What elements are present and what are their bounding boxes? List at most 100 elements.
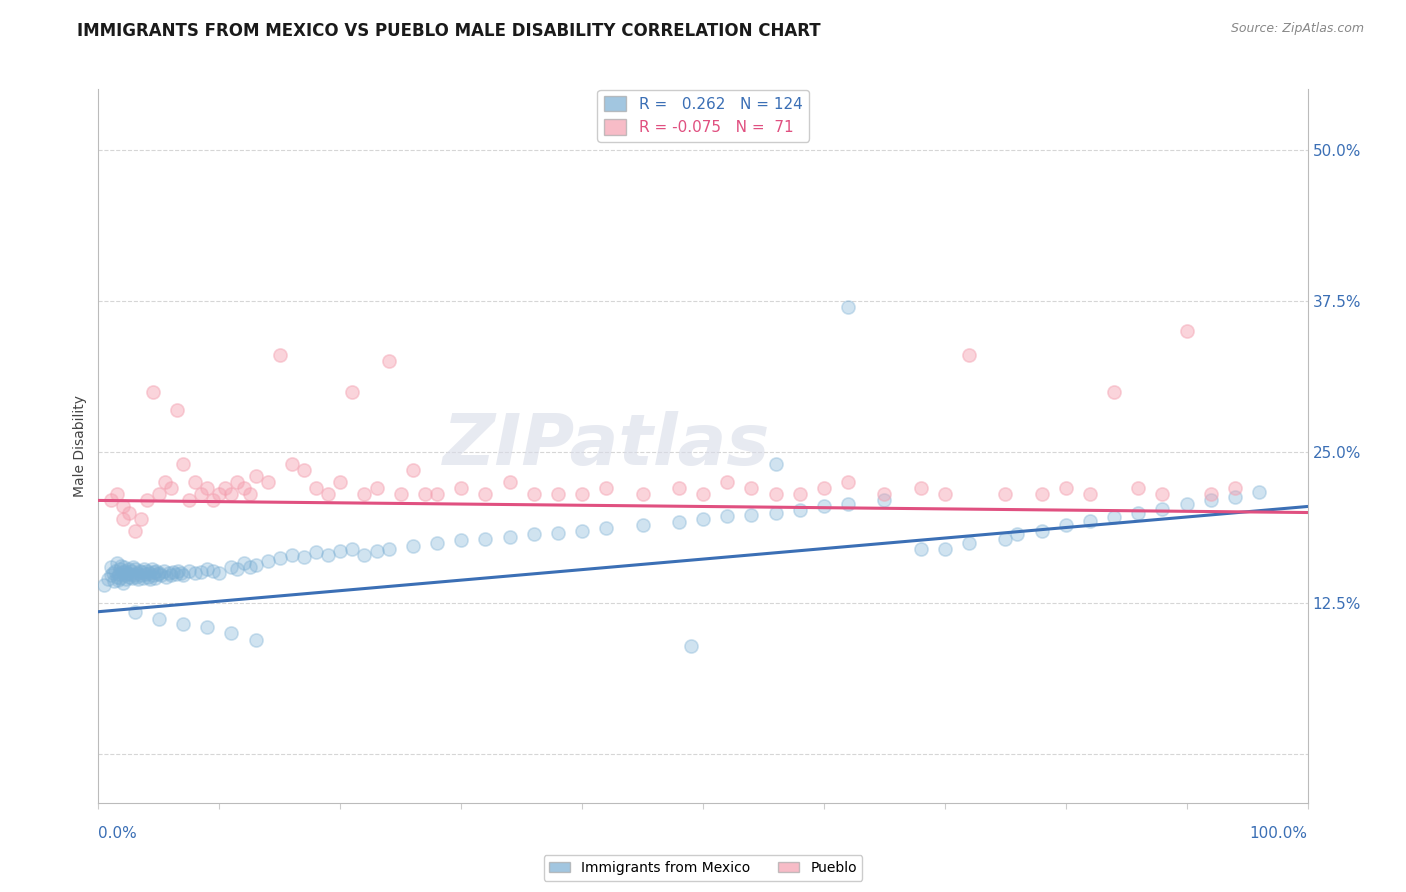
Point <box>221 487 243 501</box>
Text: 100.0%: 100.0% <box>1250 825 1308 840</box>
Point <box>160 568 183 582</box>
Point <box>179 493 201 508</box>
Point <box>117 566 139 580</box>
Point <box>101 566 124 580</box>
Point <box>523 487 546 501</box>
Point <box>135 493 157 508</box>
Point <box>873 487 896 501</box>
Point <box>765 487 787 501</box>
Point <box>208 566 231 580</box>
Point <box>256 554 278 568</box>
Point <box>498 475 520 490</box>
Point <box>1152 487 1174 501</box>
Point <box>134 562 156 576</box>
Point <box>245 469 267 483</box>
Y-axis label: Male Disability: Male Disability <box>73 395 87 497</box>
Point <box>765 506 787 520</box>
Point <box>269 551 291 566</box>
Point <box>245 558 267 572</box>
Point <box>256 475 278 490</box>
Point <box>1102 384 1125 399</box>
Point <box>226 562 249 576</box>
Point <box>165 567 187 582</box>
Point <box>837 300 859 314</box>
Point <box>692 487 714 501</box>
Point <box>474 487 496 501</box>
Point <box>305 545 328 559</box>
Point <box>139 572 162 586</box>
Point <box>169 566 191 580</box>
Point <box>353 487 375 501</box>
Point <box>152 564 174 578</box>
Point <box>692 511 714 525</box>
Point <box>148 566 170 580</box>
Point <box>342 541 364 556</box>
Point <box>765 457 787 471</box>
Point <box>121 571 143 585</box>
Point <box>740 508 762 522</box>
Point <box>208 487 231 501</box>
Point <box>377 541 399 556</box>
Point <box>402 540 425 554</box>
Point <box>202 493 225 508</box>
Point <box>934 541 956 556</box>
Point <box>129 511 152 525</box>
Point <box>124 605 146 619</box>
Point <box>122 560 145 574</box>
Point <box>112 560 135 574</box>
Point <box>402 463 425 477</box>
Point <box>232 557 254 571</box>
Point <box>148 487 170 501</box>
Point <box>110 558 132 573</box>
Point <box>167 564 190 578</box>
Point <box>127 566 149 580</box>
Point <box>104 564 127 578</box>
Point <box>108 567 131 582</box>
Point <box>143 565 166 579</box>
Point <box>93 578 115 592</box>
Point <box>837 497 859 511</box>
Legend: R =   0.262   N = 124, R = -0.075   N =  71: R = 0.262 N = 124, R = -0.075 N = 71 <box>598 90 808 142</box>
Point <box>184 475 207 490</box>
Point <box>136 569 159 583</box>
Point <box>172 457 194 471</box>
Point <box>910 541 932 556</box>
Point <box>668 481 690 495</box>
Point <box>547 487 569 501</box>
Point <box>145 564 167 578</box>
Point <box>172 568 194 582</box>
Point <box>97 572 120 586</box>
Point <box>135 567 157 582</box>
Point <box>631 517 654 532</box>
Point <box>125 569 148 583</box>
Point <box>214 481 236 495</box>
Point <box>957 535 980 549</box>
Point <box>316 487 339 501</box>
Point <box>1249 485 1271 500</box>
Point <box>1175 497 1198 511</box>
Point <box>1054 481 1077 495</box>
Point <box>366 481 388 495</box>
Point <box>114 568 136 582</box>
Point <box>1128 506 1150 520</box>
Text: ZIPatlas: ZIPatlas <box>443 411 770 481</box>
Point <box>111 500 134 514</box>
Point <box>994 487 1017 501</box>
Point <box>292 463 315 477</box>
Point <box>105 557 128 571</box>
Point <box>184 566 207 580</box>
Point <box>1102 510 1125 524</box>
Point <box>111 575 134 590</box>
Point <box>329 475 352 490</box>
Point <box>1031 524 1053 538</box>
Point <box>740 481 762 495</box>
Point <box>668 515 690 529</box>
Point <box>1078 487 1101 501</box>
Point <box>957 348 980 362</box>
Point <box>281 457 304 471</box>
Point <box>426 487 449 501</box>
Point <box>305 481 328 495</box>
Point <box>389 487 412 501</box>
Point <box>342 384 364 399</box>
Point <box>138 566 160 580</box>
